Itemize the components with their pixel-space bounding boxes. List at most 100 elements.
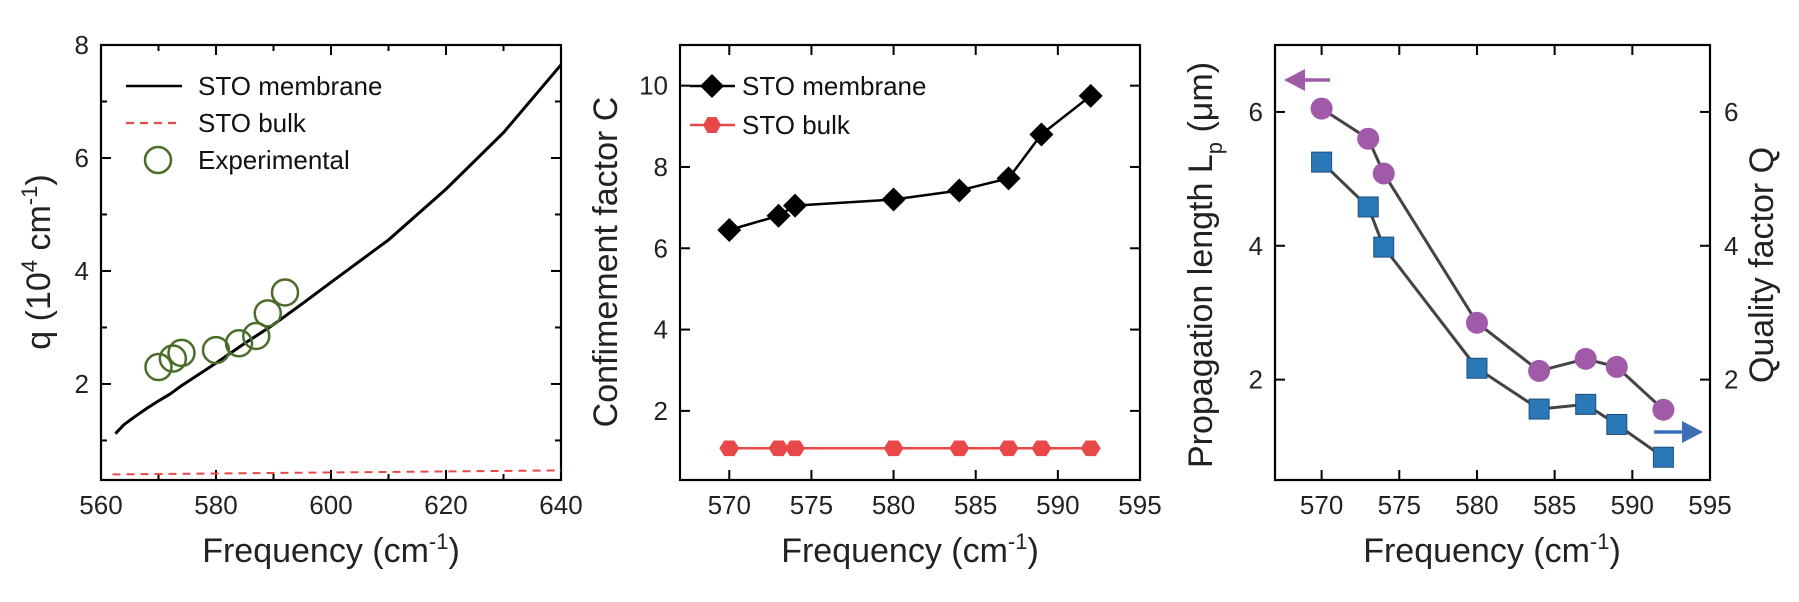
data-point-propagation-length	[1528, 398, 1550, 420]
data-point-experimental	[158, 344, 188, 373]
legend-label-sto-membrane: STO membrane	[742, 71, 926, 101]
x-tick-label: 580	[1455, 490, 1498, 520]
legend: STO membrane STO bulk	[690, 71, 926, 140]
x-tick-label: 585	[954, 490, 997, 520]
data-point-sto-bulk	[1080, 440, 1101, 457]
x-axis-ticks: 570 575 580 585 590 595	[1300, 45, 1732, 520]
series-layer	[112, 63, 563, 476]
y-tick-label: 6	[1249, 97, 1263, 127]
legend-label-sto-bulk: STO bulk	[198, 108, 307, 138]
data-point-sto-membrane	[783, 193, 807, 218]
series-layer	[717, 83, 1103, 457]
left-y-axis-ticks: 2 4 6	[1249, 97, 1285, 395]
legend: STO membrane STO bulk Experimental	[126, 71, 382, 175]
x-axis-ticks: 570 575 580 585 590 595	[708, 45, 1162, 520]
data-point-quality-factor	[1310, 97, 1333, 120]
y-tick-label: 8	[654, 152, 668, 182]
data-point-sto-membrane	[1029, 122, 1054, 147]
data-point-quality-factor	[1465, 311, 1488, 334]
data-point-sto-bulk	[785, 440, 805, 457]
x-tick-label: 595	[1118, 490, 1161, 520]
data-point-sto-membrane	[947, 178, 972, 203]
y-tick-label-right: 4	[1724, 231, 1738, 261]
data-point-propagation-length	[1652, 446, 1674, 468]
x-tick-label: 600	[309, 490, 352, 520]
y-tick-label-right: 6	[1724, 97, 1738, 127]
right-y-axis-ticks: 2 4 6	[1700, 97, 1738, 395]
x-tick-label: 575	[790, 490, 833, 520]
data-point-propagation-length	[1606, 413, 1628, 435]
y-axis-ticks: 2 4 6 8	[75, 30, 561, 442]
legend-label-sto-bulk: STO bulk	[742, 110, 851, 140]
x-tick-label: 620	[424, 490, 467, 520]
y-tick-label: 6	[654, 233, 668, 263]
y-axis-ticks: 2 4 6 8 10	[639, 71, 1140, 426]
legend-marker-experimental	[143, 145, 173, 175]
data-point-propagation-length	[1373, 236, 1395, 258]
y-tick-label: 10	[639, 71, 668, 101]
y-tick-label: 8	[75, 30, 89, 60]
y-tick-label: 6	[75, 143, 89, 173]
data-point-sto-bulk	[1031, 440, 1052, 457]
x-tick-label: 560	[79, 490, 122, 520]
data-point-propagation-length	[1466, 357, 1488, 379]
legend-marker-hexagon	[703, 117, 721, 133]
x-axis-title: Frequency (cm-1)	[781, 529, 1039, 570]
x-tick-label: 590	[1611, 490, 1654, 520]
x-axis-title: Frequency (cm-1)	[202, 529, 460, 570]
data-point-propagation-length	[1575, 393, 1597, 415]
legend-marker-diamond	[700, 74, 724, 98]
y-tick-label: 4	[654, 315, 668, 345]
data-point-sto-membrane	[881, 187, 906, 212]
x-axis-ticks: 560 580 600 620 640	[79, 45, 583, 520]
data-point-propagation-length	[1357, 196, 1379, 218]
y-axis-title: q (104 cm-1)	[17, 174, 58, 349]
data-point-quality-factor	[1357, 127, 1380, 150]
data-point-propagation-length	[1311, 151, 1333, 173]
data-point-quality-factor	[1574, 347, 1597, 370]
x-tick-label: 595	[1688, 490, 1731, 520]
right-y-axis-title: Quality factor Q	[1743, 147, 1781, 383]
left-axis-arrow	[1284, 69, 1330, 91]
data-point-quality-factor	[1528, 359, 1551, 382]
data-point-experimental	[242, 321, 271, 351]
y-tick-label: 4	[1249, 231, 1263, 261]
panel-confinement-factor: 570 575 580 585 590 595 2 4 6 8 10 STO membrane S…	[587, 43, 1162, 570]
x-tick-label: 570	[708, 490, 751, 520]
x-tick-label: 580	[194, 490, 237, 520]
data-point-experimental	[253, 299, 282, 328]
data-point-experimental	[167, 338, 196, 368]
data-point-sto-membrane	[717, 217, 742, 242]
data-point-sto-bulk	[768, 440, 789, 457]
data-point-quality-factor	[1652, 398, 1675, 421]
panel-propagation-quality: 570 575 580 585 590 595 2 4 6 2 4 6 Frequency (cm…	[1182, 43, 1781, 570]
data-point-sto-membrane	[766, 203, 791, 228]
y-tick-label: 2	[1249, 365, 1263, 395]
x-tick-label: 580	[872, 490, 915, 520]
panel-q-vs-frequency: 560 580 600 620 640 2 4 6 8 STO membrane STO bu…	[17, 30, 583, 570]
data-point-sto-bulk	[949, 440, 970, 457]
y-tick-label: 2	[654, 396, 668, 426]
y-tick-label: 4	[75, 256, 89, 286]
legend-label-sto-membrane: STO membrane	[198, 71, 382, 101]
x-tick-label: 590	[1036, 490, 1079, 520]
series-layer	[1310, 97, 1675, 468]
left-y-axis-title: Propagation length Lp (μm)	[1182, 62, 1227, 468]
y-tick-label: 2	[75, 369, 89, 399]
x-tick-label: 640	[539, 490, 582, 520]
data-point-experimental	[224, 329, 254, 358]
data-point-sto-bulk	[998, 440, 1019, 457]
x-tick-label: 575	[1378, 490, 1421, 520]
data-point-sto-membrane	[996, 166, 1021, 191]
series-line-sto-membrane	[114, 63, 563, 435]
data-point-quality-factor	[1605, 355, 1628, 378]
plot-frame	[99, 43, 563, 482]
plot-frame	[678, 43, 1142, 482]
data-point-quality-factor	[1372, 162, 1395, 185]
data-point-sto-bulk	[883, 440, 904, 457]
plot-frame	[1273, 43, 1712, 482]
x-axis-title: Frequency (cm-1)	[1363, 529, 1621, 570]
x-tick-label: 570	[1300, 490, 1343, 520]
data-point-sto-bulk	[719, 440, 740, 457]
y-tick-label-right: 2	[1724, 365, 1738, 395]
